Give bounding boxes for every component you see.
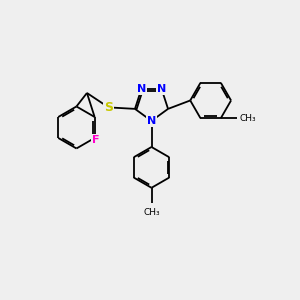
Text: S: S xyxy=(104,101,113,114)
Text: N: N xyxy=(136,84,146,94)
Text: CH₃: CH₃ xyxy=(143,208,160,217)
Text: N: N xyxy=(157,84,167,94)
Text: CH₃: CH₃ xyxy=(240,114,256,123)
Text: N: N xyxy=(147,116,156,126)
Text: F: F xyxy=(92,135,100,146)
